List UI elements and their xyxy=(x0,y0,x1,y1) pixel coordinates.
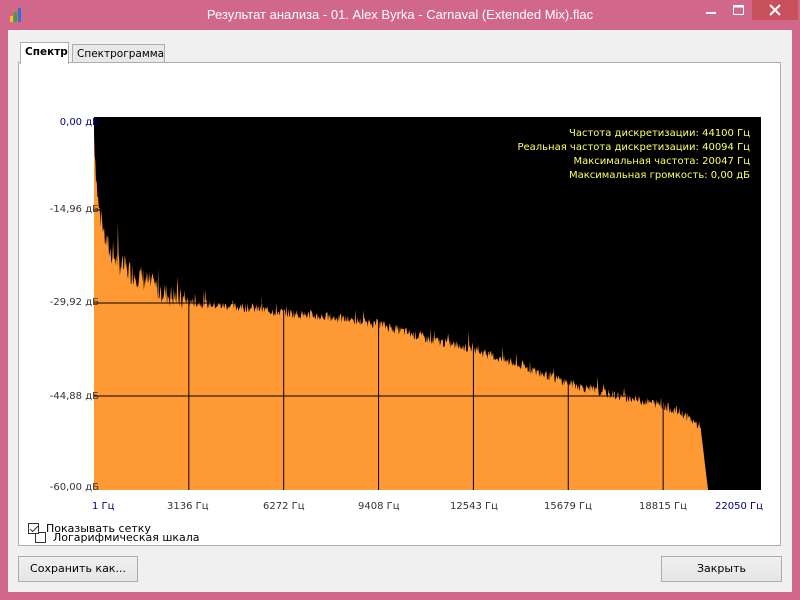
show-grid-checkbox[interactable] xyxy=(28,522,39,534)
show-grid-label: Показывать сетку xyxy=(46,521,151,535)
x-tick-label: 12543 Гц xyxy=(450,501,498,512)
app-icon xyxy=(10,8,21,22)
x-tick-label: 6272 Гц xyxy=(263,501,305,512)
show-grid-option[interactable]: Показывать сетку xyxy=(28,520,151,536)
close-button[interactable]: Закрыть xyxy=(661,556,782,582)
y-tick-label: 0,00 дБ xyxy=(59,117,99,128)
info-max-volume: Максимальная громкость: 0,00 дБ xyxy=(569,170,750,181)
x-tick-label: 9408 Гц xyxy=(358,501,400,512)
tab-spectrum[interactable]: Спектр xyxy=(20,42,69,64)
x-tick-label: 15679 Гц xyxy=(544,501,592,512)
maximize-icon xyxy=(733,5,744,15)
save-as-label: Сохранить как... xyxy=(30,562,126,575)
x-tick-label: 1 Гц xyxy=(92,501,115,512)
log-scale-label: Логарифмическая шкала xyxy=(53,530,200,544)
minimize-button[interactable] xyxy=(697,0,725,20)
spectrum-chart: Частота дискретизации: 44100 Гц Реальная… xyxy=(94,117,761,490)
y-tick-label: -14,96 дБ xyxy=(49,204,99,215)
y-tick-label: -44,88 дБ xyxy=(49,391,99,402)
dialog-client: Спектр Спектрограмма Частота дискретизац… xyxy=(8,30,792,592)
log-scale-option[interactable]: Логарифмическая шкала xyxy=(35,529,200,545)
close-icon xyxy=(769,4,781,16)
info-max-frequency: Максимальная частота: 20047 Гц xyxy=(574,156,751,167)
log-scale-checkbox[interactable] xyxy=(35,531,46,543)
maximize-button[interactable] xyxy=(725,0,752,20)
x-tick-label: 22050 Гц xyxy=(715,501,763,512)
info-real-sample-rate: Реальная частота дискретизации: 40094 Гц xyxy=(517,142,750,153)
y-tick-label: -60,00 дБ xyxy=(49,482,99,493)
tab-panel: Частота дискретизации: 44100 Гц Реальная… xyxy=(18,62,781,546)
grid-lines xyxy=(94,117,761,490)
tab-spectrogram[interactable]: Спектрограмма xyxy=(72,44,165,64)
x-tick-label: 3136 Гц xyxy=(167,501,209,512)
title-bar[interactable]: Результат анализа - 01. Alex Byrka - Car… xyxy=(0,0,800,30)
info-sample-rate: Частота дискретизации: 44100 Гц xyxy=(569,128,750,139)
minimize-icon xyxy=(706,12,716,14)
close-label: Закрыть xyxy=(697,562,746,575)
save-as-button[interactable]: Сохранить как... xyxy=(18,556,138,582)
y-tick-label: -29,92 дБ xyxy=(49,297,99,308)
spectrum-area xyxy=(94,132,709,490)
window-title: Результат анализа - 01. Alex Byrka - Car… xyxy=(206,7,594,22)
x-tick-label: 18815 Гц xyxy=(639,501,687,512)
close-window-button[interactable] xyxy=(752,0,798,20)
